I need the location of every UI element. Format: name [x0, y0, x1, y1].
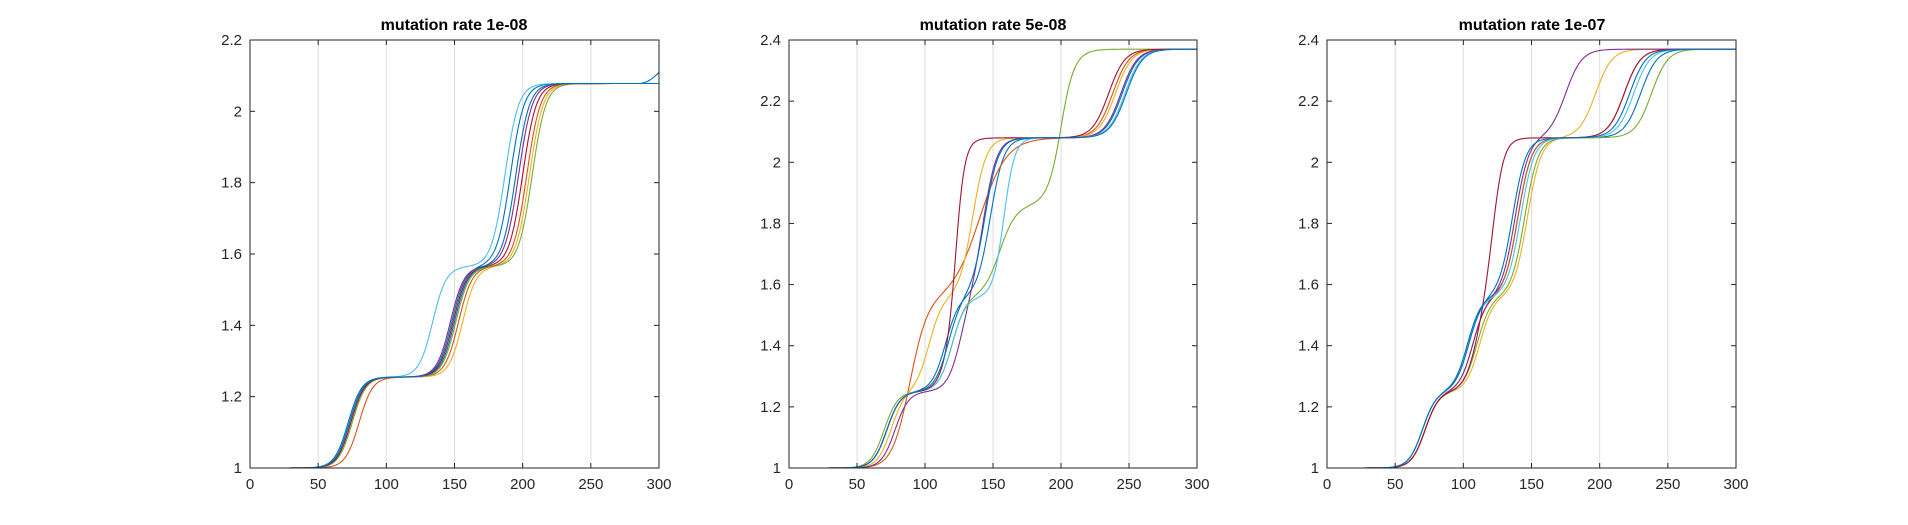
y-tick-label: 1.4: [221, 317, 242, 334]
panel-2: 0 50 100 150 200 250 300 1 1.2 1.4 1.6 1.8 2 2.2 2.4 mu…: [1298, 17, 1748, 493]
y-tick-label: 2.2: [1298, 93, 1319, 110]
x-tick-label: 200: [1587, 476, 1612, 493]
y-tick-label: 2.2: [221, 32, 242, 49]
y-tick-label: 1.8: [1298, 215, 1319, 232]
x-tick-label: 250: [1116, 476, 1141, 493]
x-tick-label: 250: [578, 476, 603, 493]
x-tick-label: 0: [1323, 476, 1331, 493]
y-tick-label: 2: [1311, 154, 1319, 171]
x-tick-label: 300: [646, 476, 671, 493]
x-tick-label: 150: [442, 476, 467, 493]
panel-0: 0 50 100 150 200 250 300 1 1.2 1.4 1.6 1.8 2 2.2 mutat…: [221, 17, 671, 493]
x-tick-label: 50: [310, 476, 327, 493]
y-tick-label: 1.4: [760, 338, 781, 355]
y-tick-label: 1.2: [760, 399, 781, 416]
x-tick-label: 200: [1048, 476, 1073, 493]
x-tick-label: 150: [980, 476, 1005, 493]
x-tick-label: 50: [1387, 476, 1404, 493]
y-tick-label: 1.2: [1298, 399, 1319, 416]
y-tick-label: 2.2: [760, 93, 781, 110]
y-tick-label: 2.4: [1298, 32, 1319, 49]
y-tick-label: 2: [773, 154, 781, 171]
x-tick-label: 100: [1451, 476, 1476, 493]
y-tick-label: 1: [1311, 460, 1319, 477]
y-tick-label: 1.4: [1298, 338, 1319, 355]
y-tick-label: 1: [773, 460, 781, 477]
y-tick-label: 2: [234, 103, 242, 120]
panel-title: mutation rate 5e-08: [920, 17, 1067, 34]
y-tick-label: 1.8: [760, 215, 781, 232]
x-tick-label: 250: [1655, 476, 1680, 493]
panel-title: mutation rate 1e-07: [1459, 17, 1606, 34]
x-tick-label: 0: [785, 476, 793, 493]
x-tick-label: 300: [1184, 476, 1209, 493]
y-tick-label: 1.2: [221, 389, 242, 406]
y-tick-label: 1.8: [221, 175, 242, 192]
y-tick-label: 2.4: [760, 32, 781, 49]
y-tick-label: 1.6: [221, 246, 242, 263]
x-tick-label: 0: [246, 476, 254, 493]
x-tick-label: 50: [849, 476, 866, 493]
x-tick-label: 300: [1723, 476, 1748, 493]
y-tick-label: 1: [234, 460, 242, 477]
y-tick-label: 1.6: [1298, 277, 1319, 294]
panel-title: mutation rate 1e-08: [381, 17, 528, 34]
x-tick-label: 100: [912, 476, 937, 493]
x-tick-label: 200: [510, 476, 535, 493]
x-tick-label: 150: [1519, 476, 1544, 493]
y-tick-label: 1.6: [760, 277, 781, 294]
panel-1: 0 50 100 150 200 250 300 1 1.2 1.4 1.6 1.8 2 2.2 2.4 mu…: [760, 17, 1209, 493]
x-tick-label: 100: [374, 476, 399, 493]
